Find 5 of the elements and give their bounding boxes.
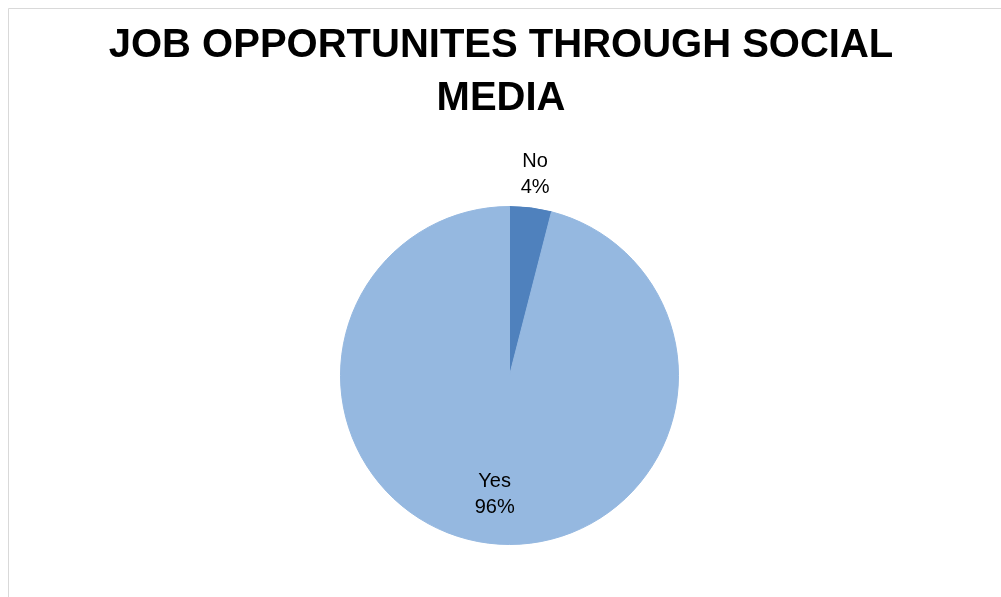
slice-label: Yes xyxy=(478,468,511,491)
chart-title: JOB OPPORTUNITES THROUGH SOCIAL MEDIA xyxy=(108,20,894,118)
data-label: 4% xyxy=(520,174,550,197)
slice-label: No xyxy=(522,148,548,171)
data-label: 96% xyxy=(474,494,515,517)
